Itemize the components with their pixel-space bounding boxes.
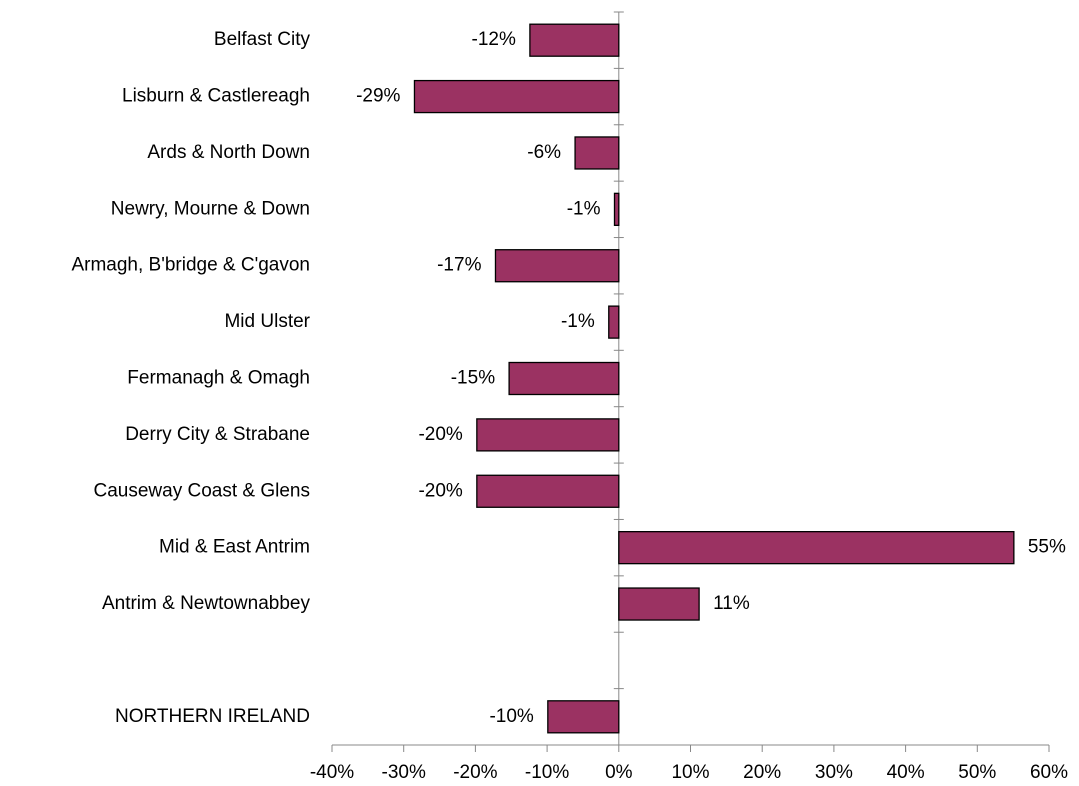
x-tick-label: 20%: [743, 762, 781, 783]
y-tick-label: Belfast City: [214, 29, 311, 50]
data-label: -12%: [472, 29, 516, 50]
bar: [476, 474, 620, 508]
data-label: 55%: [1028, 537, 1066, 558]
data-label: -17%: [437, 255, 481, 276]
y-tick-label: Lisburn & Castlereagh: [122, 86, 310, 107]
y-tick-label: NORTHERN IRELAND: [115, 706, 310, 727]
x-tick-label: -10%: [525, 762, 569, 783]
data-label: -6%: [527, 142, 561, 163]
y-tick-label: Antrim & Newtownabbey: [102, 593, 311, 614]
bar: [413, 79, 620, 114]
x-tick-label: 30%: [815, 762, 853, 783]
y-tick-label: Newry, Mourne & Down: [111, 198, 310, 219]
x-tick-label: 0%: [605, 762, 633, 783]
data-label: -1%: [561, 311, 595, 332]
x-tick-label: 50%: [958, 762, 996, 783]
bar: [618, 531, 1015, 565]
bar: [476, 418, 620, 452]
data-label: -29%: [356, 86, 400, 107]
y-tick-label: Mid Ulster: [224, 311, 310, 332]
x-tick-label: -40%: [310, 762, 354, 783]
x-tick-label: 10%: [671, 762, 709, 783]
y-tick-label: Fermanagh & Omagh: [127, 368, 310, 389]
data-label: -20%: [418, 480, 462, 501]
bar: [613, 192, 620, 226]
data-label: -15%: [451, 368, 495, 389]
data-label: -10%: [489, 706, 533, 727]
x-tick-label: 40%: [887, 762, 925, 783]
bar: [547, 700, 620, 734]
y-tick-label: Mid & East Antrim: [159, 537, 310, 558]
bar: [618, 587, 700, 621]
bar: [529, 23, 620, 57]
data-label: -20%: [418, 424, 462, 445]
data-label: -1%: [567, 198, 601, 219]
bar: [508, 361, 620, 396]
x-tick-label: -20%: [453, 762, 497, 783]
y-tick-label: Armagh, B'bridge & C'gavon: [71, 255, 310, 276]
bar: [608, 305, 620, 339]
x-tick-label: -30%: [382, 762, 426, 783]
y-tick-label: Causeway Coast & Glens: [94, 480, 311, 501]
bar: [494, 249, 620, 283]
y-tick-label: Ards & North Down: [147, 142, 310, 163]
data-label: 11%: [713, 593, 750, 614]
bar: [574, 136, 620, 170]
x-tick-label: 60%: [1030, 762, 1068, 783]
y-tick-label: Derry City & Strabane: [125, 424, 310, 445]
